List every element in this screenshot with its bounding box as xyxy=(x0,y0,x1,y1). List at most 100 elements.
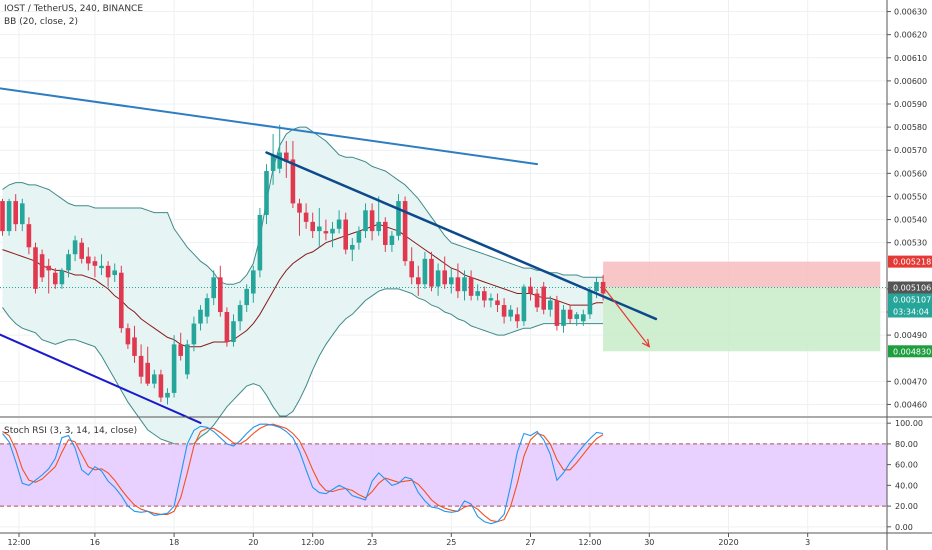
rsi-tick-label-2: 60.00 xyxy=(895,461,918,470)
candle-body-14 xyxy=(92,261,98,266)
candle-body-54 xyxy=(356,231,362,243)
badge-last-bg xyxy=(888,281,932,294)
rsi-tick-label-4: 20.00 xyxy=(895,502,918,511)
take-profit-zone xyxy=(603,287,881,352)
candle-body-74 xyxy=(488,298,494,301)
candle-body-66 xyxy=(435,270,441,287)
candle-body-28 xyxy=(185,344,190,375)
candle-body-6 xyxy=(39,254,45,278)
candle-body-33 xyxy=(218,277,223,312)
stoch-rsi-pane xyxy=(0,423,887,525)
time-tick-label-2: 18 xyxy=(169,538,179,547)
bb-fill xyxy=(2,127,604,446)
candle-body-3 xyxy=(20,203,25,225)
candle-body-29 xyxy=(191,323,197,345)
rsi-tick-label-0: 100.00 xyxy=(895,419,923,428)
candle-body-53 xyxy=(350,244,355,250)
rsi-tick-label-3: 40.00 xyxy=(895,481,918,490)
candle-body-13 xyxy=(86,256,91,264)
candle-body-46 xyxy=(303,212,309,222)
candle-body-86 xyxy=(567,309,573,319)
candle-body-63 xyxy=(416,277,421,285)
candle-body-51 xyxy=(336,219,342,229)
candle-body-18 xyxy=(119,272,124,329)
legend-bb: BB (20, close, 2) xyxy=(4,17,78,27)
candle-body-83 xyxy=(548,300,553,310)
position-tool[interactable] xyxy=(0,261,887,352)
price-tick-label-10: 0.00530 xyxy=(894,239,927,248)
candle-body-68 xyxy=(449,277,454,285)
candle-body-23 xyxy=(152,374,157,384)
stoch-rsi-d-line xyxy=(2,423,604,523)
candle-body-81 xyxy=(534,293,540,308)
candle-body-79 xyxy=(521,286,527,322)
candle-body-75 xyxy=(495,300,500,306)
candle-body-40 xyxy=(264,171,269,215)
candle-body-39 xyxy=(257,214,263,271)
candle-body-0 xyxy=(0,201,5,232)
trendline-resistance_lower xyxy=(265,151,658,321)
price-tick-label-9: 0.00540 xyxy=(894,216,927,225)
candle-body-10 xyxy=(66,254,71,271)
price-tick-label-4: 0.00590 xyxy=(894,100,927,109)
bb-lower-line xyxy=(2,288,604,447)
candle-body-61 xyxy=(402,201,408,262)
candle-body-67 xyxy=(442,270,447,285)
candle-body-91 xyxy=(600,281,606,294)
candle-body-41 xyxy=(270,154,276,172)
time-tick-label-4: 12:00 xyxy=(301,538,324,547)
candle-body-21 xyxy=(138,355,144,377)
projection-arrow-line xyxy=(602,286,650,348)
candle-body-25 xyxy=(165,392,170,398)
candle-body-9 xyxy=(59,270,65,285)
candle-body-27 xyxy=(178,344,183,356)
candle-body-70 xyxy=(462,277,467,292)
time-tick-label-10: 2020 xyxy=(718,538,738,547)
candle-body-45 xyxy=(297,203,302,213)
candle-body-38 xyxy=(251,270,256,294)
candle-body-35 xyxy=(231,321,236,343)
candle-body-30 xyxy=(198,309,203,324)
trendline-resistance_upper xyxy=(0,87,539,166)
price-tick-label-7: 0.00560 xyxy=(894,169,927,178)
candle-body-64 xyxy=(422,258,428,285)
candle-body-69 xyxy=(455,277,461,292)
candle-body-62 xyxy=(409,261,414,278)
price-tick-label-1: 0.00620 xyxy=(894,31,927,40)
candle-body-5 xyxy=(33,247,38,289)
rsi-band-fill xyxy=(0,443,887,507)
candle-body-78 xyxy=(515,314,520,322)
candle-body-24 xyxy=(158,374,164,398)
stop-loss-zone xyxy=(603,261,881,288)
bb-upper-line xyxy=(2,126,604,285)
candle-body-15 xyxy=(99,265,104,269)
candle-body-85 xyxy=(561,309,566,326)
candle-body-19 xyxy=(125,328,131,345)
candle-body-2 xyxy=(13,201,18,225)
candle-body-8 xyxy=(53,272,58,285)
candle-body-12 xyxy=(79,242,84,259)
badge-timer-text: 03:34:04 xyxy=(893,308,929,317)
candle-body-55 xyxy=(363,210,368,232)
candle-body-22 xyxy=(145,362,150,384)
price-tick-label-6: 0.00570 xyxy=(894,146,927,155)
stoch-rsi-k-line xyxy=(2,423,604,525)
candle-body-4 xyxy=(26,224,32,248)
candle-body-76 xyxy=(501,305,507,317)
candle-body-77 xyxy=(508,309,513,317)
candle-body-17 xyxy=(112,270,117,276)
trendlines[interactable] xyxy=(0,87,658,424)
candle-body-72 xyxy=(475,291,480,296)
candle-body-31 xyxy=(204,298,210,317)
badge-stop-bg xyxy=(888,255,932,268)
time-tick-label-8: 12:00 xyxy=(578,538,601,547)
candle-body-84 xyxy=(554,300,560,326)
price-tick-label-15: 0.00460 xyxy=(894,400,927,409)
candle-body-65 xyxy=(429,258,434,287)
legend-symbol: IOST / TetherUS, 240, BINANCE xyxy=(4,4,143,14)
badge-last-text: 0.005106 xyxy=(893,284,931,293)
candle-body-59 xyxy=(389,235,395,245)
price-badges: 0.005218 0.005106 0.005107 03:34:04 0.004830 xyxy=(888,255,932,358)
